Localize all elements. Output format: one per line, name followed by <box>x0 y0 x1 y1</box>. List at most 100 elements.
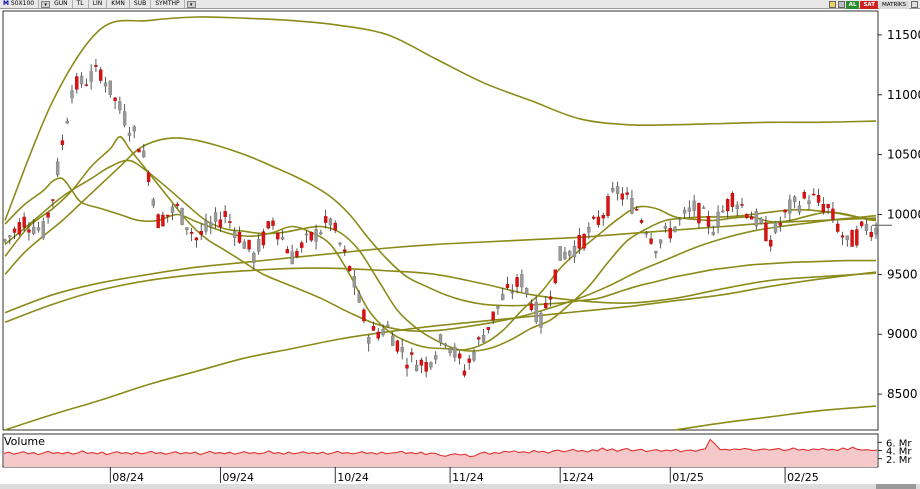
scrollbar-thumb[interactable] <box>876 484 916 489</box>
candle-body <box>663 226 668 229</box>
symbol-selector[interactable]: M S0X100 <box>0 0 40 8</box>
candle-body <box>12 228 17 233</box>
window-menu-icon[interactable] <box>911 1 918 8</box>
candle-body <box>400 347 404 353</box>
candle-body <box>859 221 864 226</box>
candle-body <box>467 358 471 363</box>
candle-body <box>462 370 467 376</box>
candle-body <box>103 82 108 87</box>
candle-body <box>347 265 352 271</box>
time-tick-label: 12/24 <box>562 471 594 484</box>
candle-body <box>213 212 218 222</box>
candle-body <box>271 220 275 226</box>
candle-body <box>438 334 443 344</box>
volume-panel: Volume 6. Mr4. Mr2. Mr <box>2 433 912 468</box>
candle-body <box>223 211 227 217</box>
candle-body <box>151 199 156 206</box>
candle-body <box>314 229 318 242</box>
candle-body <box>615 186 620 194</box>
candle-body <box>319 232 323 235</box>
moving-average-line <box>4 177 877 351</box>
candle-body <box>658 239 663 244</box>
candle-body <box>716 211 720 227</box>
candle-body <box>745 214 749 218</box>
scrollbar-track[interactable] <box>0 484 920 489</box>
candle-body <box>792 196 797 203</box>
candle-body <box>529 303 534 310</box>
candle-body <box>3 239 7 242</box>
candle-body <box>118 101 122 111</box>
candle-body <box>352 276 357 288</box>
candle-body <box>457 353 462 359</box>
candle-body <box>170 206 175 213</box>
currency-button[interactable]: TL <box>73 0 89 8</box>
period-button[interactable]: GÜN <box>50 0 73 8</box>
time-tick-label: 02/25 <box>787 471 819 484</box>
chart-grid <box>2 10 879 431</box>
time-axis: 08/24 09/24 10/24 11/24 12/24 01/25 02/25 <box>109 467 819 484</box>
candle-body <box>453 346 457 358</box>
candle-body <box>55 161 60 176</box>
buy-button[interactable]: AL <box>845 0 860 9</box>
candle-body <box>204 220 208 232</box>
candle-body <box>209 222 213 227</box>
candle-body <box>362 309 366 322</box>
candle-body <box>323 216 328 223</box>
sell-button[interactable]: SAT <box>860 0 879 9</box>
horizontal-scrollbar[interactable] <box>0 484 920 489</box>
candle-body <box>802 191 806 199</box>
candle-type-button[interactable]: KMN <box>107 0 130 8</box>
candle-body <box>711 232 715 235</box>
candle-body <box>520 274 524 288</box>
volume-tick-label: 6. Mr <box>886 438 912 449</box>
candle-body <box>17 222 22 235</box>
symbol-dropdown-icon[interactable]: ▾ <box>41 0 51 8</box>
candle-body <box>99 69 103 81</box>
color-swatch-icon[interactable] <box>828 1 836 8</box>
candle-body <box>864 223 869 231</box>
candle-body <box>381 329 385 336</box>
candle-body <box>534 301 538 323</box>
candle-body <box>620 193 625 200</box>
candle-body <box>410 352 414 355</box>
candle-body <box>496 306 500 309</box>
candle-body <box>51 199 55 201</box>
candle-body <box>434 355 438 360</box>
settings-square-icon[interactable] <box>837 1 845 8</box>
candle-body <box>304 233 309 236</box>
candle-body <box>27 229 31 233</box>
symbol-type-dropdown-icon[interactable]: ▾ <box>186 0 196 8</box>
candle-body <box>132 126 136 132</box>
candle-body <box>70 90 74 99</box>
candle-body <box>568 250 572 256</box>
candle-body <box>812 193 816 196</box>
candle-body <box>256 238 261 252</box>
candle-body <box>836 223 840 232</box>
time-tick-label: 09/24 <box>222 471 254 484</box>
matriks-button[interactable]: MATRİKS <box>879 0 909 9</box>
candle-body <box>635 208 639 211</box>
candle-body <box>79 75 84 85</box>
candle-body <box>295 250 299 257</box>
candle-body <box>233 230 237 238</box>
candle-body <box>419 359 424 366</box>
candle-body <box>749 216 754 220</box>
candle-body <box>769 239 773 247</box>
candle-body <box>75 76 79 90</box>
price-axis: 11500 11000 10500 10000 9500 9000 8500 <box>872 28 920 401</box>
candle-body <box>237 232 242 243</box>
sub-button[interactable]: SUB <box>130 0 152 8</box>
symbol-name: S0X100 <box>10 0 35 7</box>
candle-body <box>367 337 371 344</box>
candle-body <box>639 220 644 223</box>
candle-body <box>826 204 830 208</box>
candle-body <box>122 111 127 126</box>
candle-body <box>343 249 347 252</box>
candle-body <box>644 233 648 235</box>
linear-scale-button[interactable]: LİN <box>89 0 108 8</box>
symbol-type-button[interactable]: SYMTHP <box>151 0 185 8</box>
candle-body <box>807 200 811 205</box>
candle-body <box>735 204 739 209</box>
candle-body <box>816 195 821 203</box>
